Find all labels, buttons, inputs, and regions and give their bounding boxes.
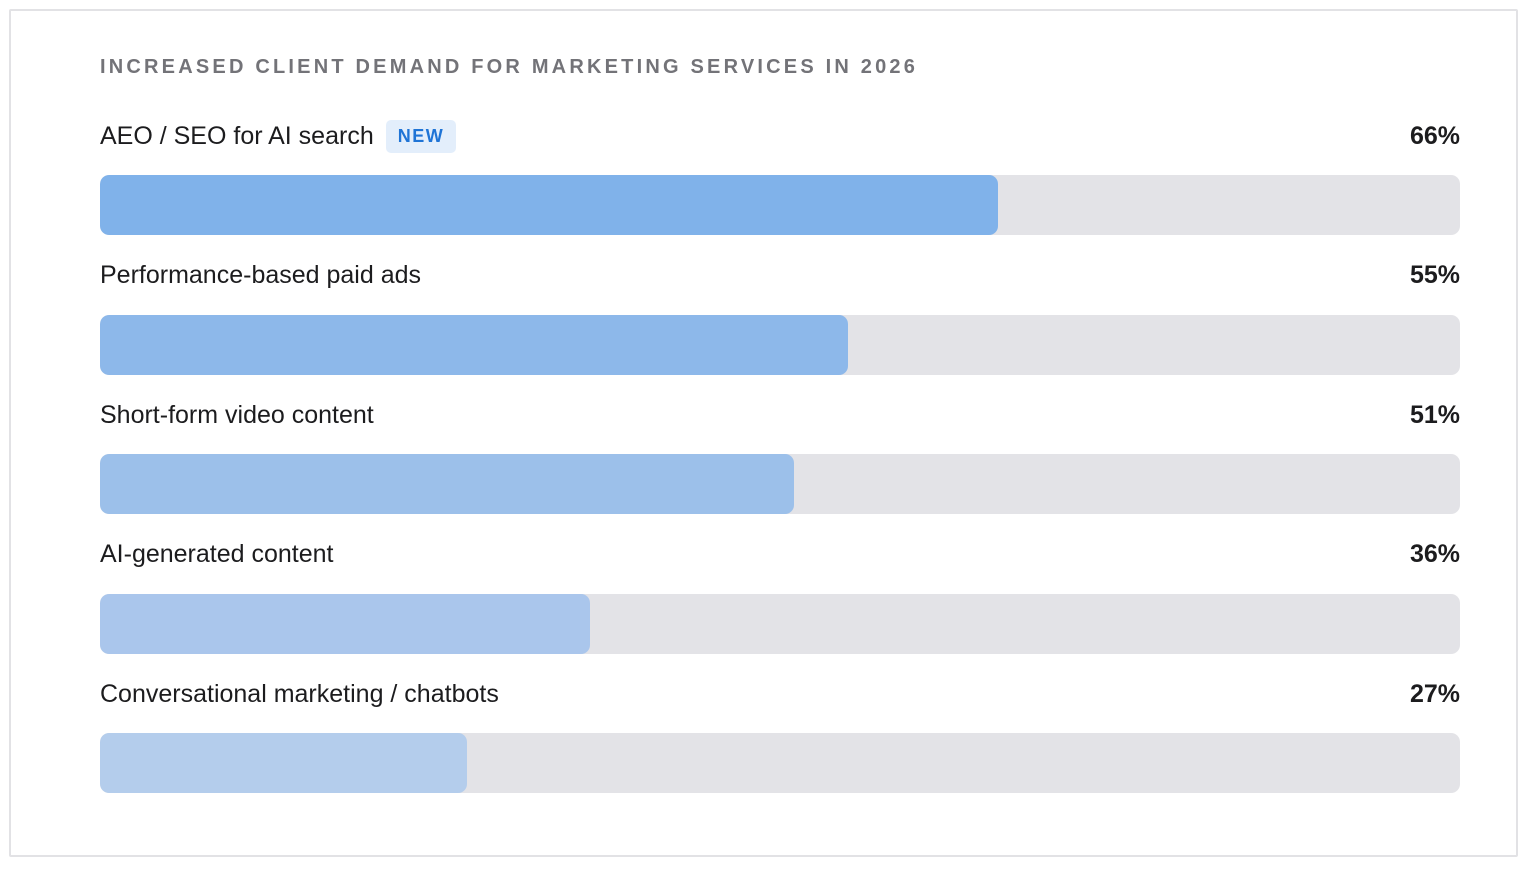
bar-label: Conversational marketing / chatbots: [100, 676, 499, 712]
bar-value-label: 51%: [1409, 400, 1460, 429]
bar-row: AEO / SEO for AI search NEW 66%: [100, 118, 1460, 238]
bar-track: [100, 175, 1460, 235]
bar-fill: [100, 593, 590, 654]
bar-row: Performance-based paid ads 55%: [100, 258, 1460, 378]
bar-label: AEO / SEO for AI search NEW: [100, 118, 457, 154]
bar-label: AI-generated content: [100, 537, 334, 573]
category-label: Conversational marketing / chatbots: [100, 679, 499, 708]
bar-track: [100, 314, 1460, 375]
category-label: AEO / SEO for AI search: [100, 121, 374, 150]
bar-label: Short-form video content: [100, 397, 374, 433]
bar-row: AI-generated content 36%: [100, 537, 1460, 657]
bar-value-label: 36%: [1409, 540, 1460, 568]
bar-row: Short-form video content 51%: [100, 397, 1460, 517]
category-label: AI-generated content: [100, 540, 334, 568]
chart-title: INCREASED CLIENT DEMAND FOR MARKETING SE…: [100, 56, 919, 78]
bar-track: [100, 454, 1460, 514]
bar-fill: [100, 454, 794, 514]
new-badge: NEW: [385, 119, 457, 153]
bar-value-label: 27%: [1409, 679, 1460, 708]
bar-track: [100, 593, 1460, 654]
bar-value-label: 66%: [1409, 121, 1460, 150]
bar-fill: [100, 314, 848, 375]
bar-value-label: 55%: [1409, 261, 1460, 289]
chart-card: [9, 9, 1518, 857]
category-label: Performance-based paid ads: [100, 261, 422, 289]
bar-row: Conversational marketing / chatbots 27%: [100, 676, 1460, 796]
category-label: Short-form video content: [100, 400, 374, 429]
bar-track: [100, 733, 1460, 793]
bar-fill: [100, 175, 998, 235]
bar-fill: [100, 733, 468, 793]
bar-label: Performance-based paid ads: [100, 258, 421, 294]
